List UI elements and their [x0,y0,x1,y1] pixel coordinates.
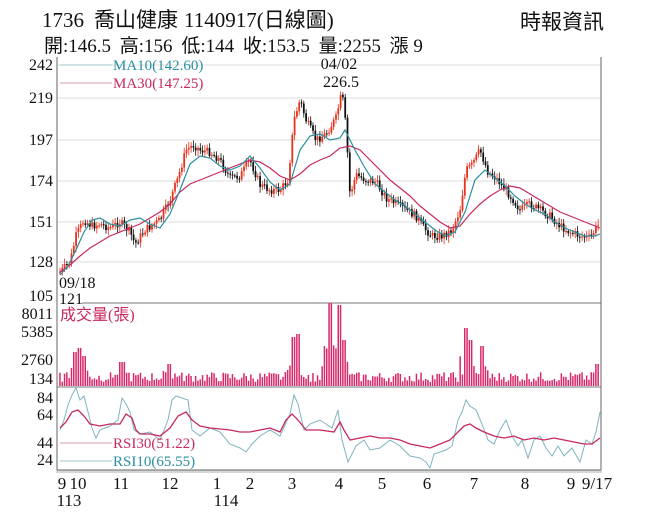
svg-text:12: 12 [162,474,179,493]
svg-text:10: 10 [70,474,87,493]
volume-y-axis: 8011 5385 2760 134 [21,306,53,388]
svg-text:151: 151 [29,214,53,231]
svg-text:9/17: 9/17 [582,474,613,493]
brand-label: 時報資訊 [520,10,604,34]
rsi-y-axis: 84 64 44 24 [37,390,53,469]
rsi30-line [59,409,601,449]
svg-text:105: 105 [29,288,53,305]
svg-text:174: 174 [29,173,53,190]
price-legend: MA10(142.60) MA30(147.25) [60,58,203,92]
close-value: 收:153.5 [242,36,310,57]
candlesticks [59,91,600,276]
ma30-line [59,145,601,273]
svg-text:114: 114 [214,491,239,510]
low-date-label: 09/18 [59,275,95,292]
price-gridlines [57,64,601,263]
svg-text:113: 113 [57,491,82,510]
svg-text:5385: 5385 [21,324,53,341]
svg-text:134: 134 [29,371,53,388]
x-axis-ticks [56,470,602,473]
volume-bars [59,303,599,386]
svg-text:128: 128 [29,254,53,271]
ma10-line [59,128,601,276]
price-annotations: 04/02 226.5 09/18 121 [59,56,359,308]
open-value: 開:146.5 [44,36,112,57]
chart-date-type: 1140917(日線圖) [184,8,334,32]
svg-text:4: 4 [335,474,344,493]
change-value: 漲 9 [389,36,423,57]
ma10-legend: MA10(142.60) [113,58,203,74]
svg-text:1: 1 [213,474,222,493]
svg-text:24: 24 [37,452,53,469]
svg-text:11: 11 [113,474,129,493]
x-axis-labels: 9 10 11 12 1 2 3 4 5 6 7 8 9 9/17 113 11… [57,474,613,510]
svg-text:7: 7 [470,474,479,493]
rsi-legend: RSI30(51.22) RSI10(65.55) [60,436,195,470]
svg-text:242: 242 [29,57,53,74]
svg-text:219: 219 [29,90,53,107]
high-date-label: 04/02 [321,56,357,73]
ohlc-summary: 開:146.5 高:156 低:144 收:153.5 量:2255 漲 9 [44,31,427,58]
high-value: 高:156 [119,36,173,57]
svg-text:9: 9 [567,474,576,493]
volume-title: 成交量(張) [60,306,135,324]
svg-text:8: 8 [521,474,530,493]
low-value-label: 121 [59,291,83,308]
rsi10-line [59,386,601,470]
price-y-axis: 242 219 197 174 151 128 105 [29,57,53,305]
rsi30-legend: RSI30(51.22) [113,436,195,452]
svg-text:3: 3 [288,474,297,493]
svg-text:5: 5 [378,474,387,493]
svg-text:44: 44 [37,435,53,452]
svg-text:2760: 2760 [21,352,53,369]
stock-name: 喬山健康 [94,8,178,32]
svg-text:2: 2 [246,474,255,493]
svg-text:6: 6 [423,474,432,493]
stock-code: 1736 [42,8,84,32]
low-value: 低:144 [181,36,235,57]
svg-text:9: 9 [58,474,67,493]
ma30-legend: MA30(147.25) [113,76,203,92]
rsi10-legend: RSI10(65.55) [113,454,195,470]
svg-text:197: 197 [29,132,53,149]
chart-title: 1736 喬山健康 1140917(日線圖) [42,4,344,34]
high-value-label: 226.5 [323,74,359,91]
svg-text:8011: 8011 [22,306,53,323]
svg-text:84: 84 [37,390,53,407]
volume-value: 量:2255 [318,36,381,57]
svg-text:64: 64 [37,407,53,424]
